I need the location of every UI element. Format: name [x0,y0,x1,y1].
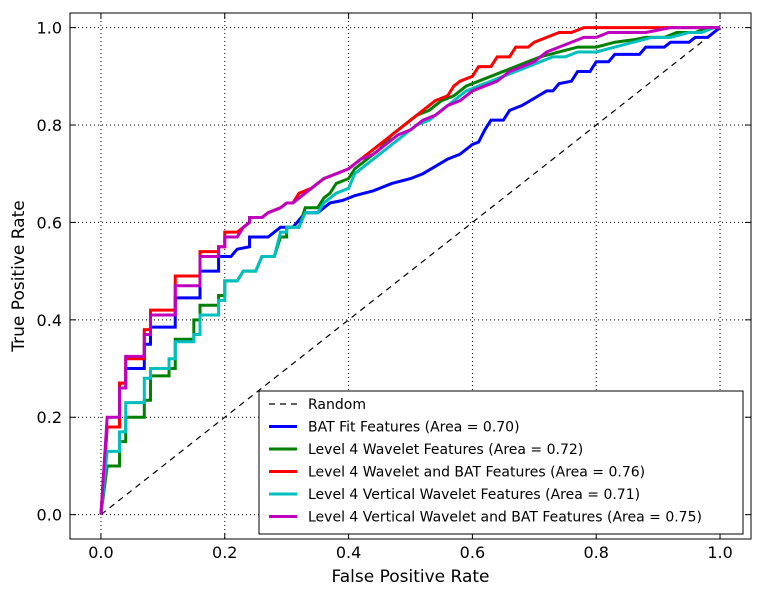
x-tick-label: 0.4 [336,543,361,562]
legend-label-5: Level 4 Vertical Wavelet and BAT Feature… [308,510,702,526]
y-tick-label: 0.8 [37,116,62,135]
legend-label-3: Level 4 Wavelet and BAT Features (Area =… [308,465,645,481]
x-tick-label: 0.2 [212,543,237,562]
legend-label-4: Level 4 Vertical Wavelet Features (Area … [308,487,640,503]
legend-label-0: Random [308,397,366,413]
axis-ticks: 0.0 0.2 0.4 0.6 0.8 1.0 0.0 0.2 0.4 0.6 0.8 1.0 [37,13,751,562]
legend-label-2: Level 4 Wavelet Features (Area = 0.72) [308,442,583,458]
series-lines [99,26,721,516]
x-tick-label: 0.6 [460,543,485,562]
x-tick-label: 1.0 [707,543,732,562]
series-line-2 [99,26,721,515]
y-tick-label: 0.2 [37,408,62,427]
series-line-1 [99,26,721,515]
x-tick-label: 0.0 [88,543,113,562]
series-line-5 [99,26,721,515]
y-tick-label: 0.6 [37,213,62,232]
legend: Random BAT Fit Features (Area = 0.70) Leve… [258,390,744,535]
y-tick-label: 0.4 [37,311,62,330]
legend-box [258,390,744,535]
y-tick-label: 1.0 [37,19,62,38]
legend-label-1: BAT Fit Features (Area = 0.70) [308,420,520,436]
plot-frame [69,12,752,540]
y-tick-label: 0.0 [37,506,62,525]
x-tick-label: 0.8 [584,543,609,562]
x-axis-label: False Positive Rate [332,567,490,587]
series-line-4 [99,26,721,515]
y-axis-label: True Positive Rate [9,200,29,352]
